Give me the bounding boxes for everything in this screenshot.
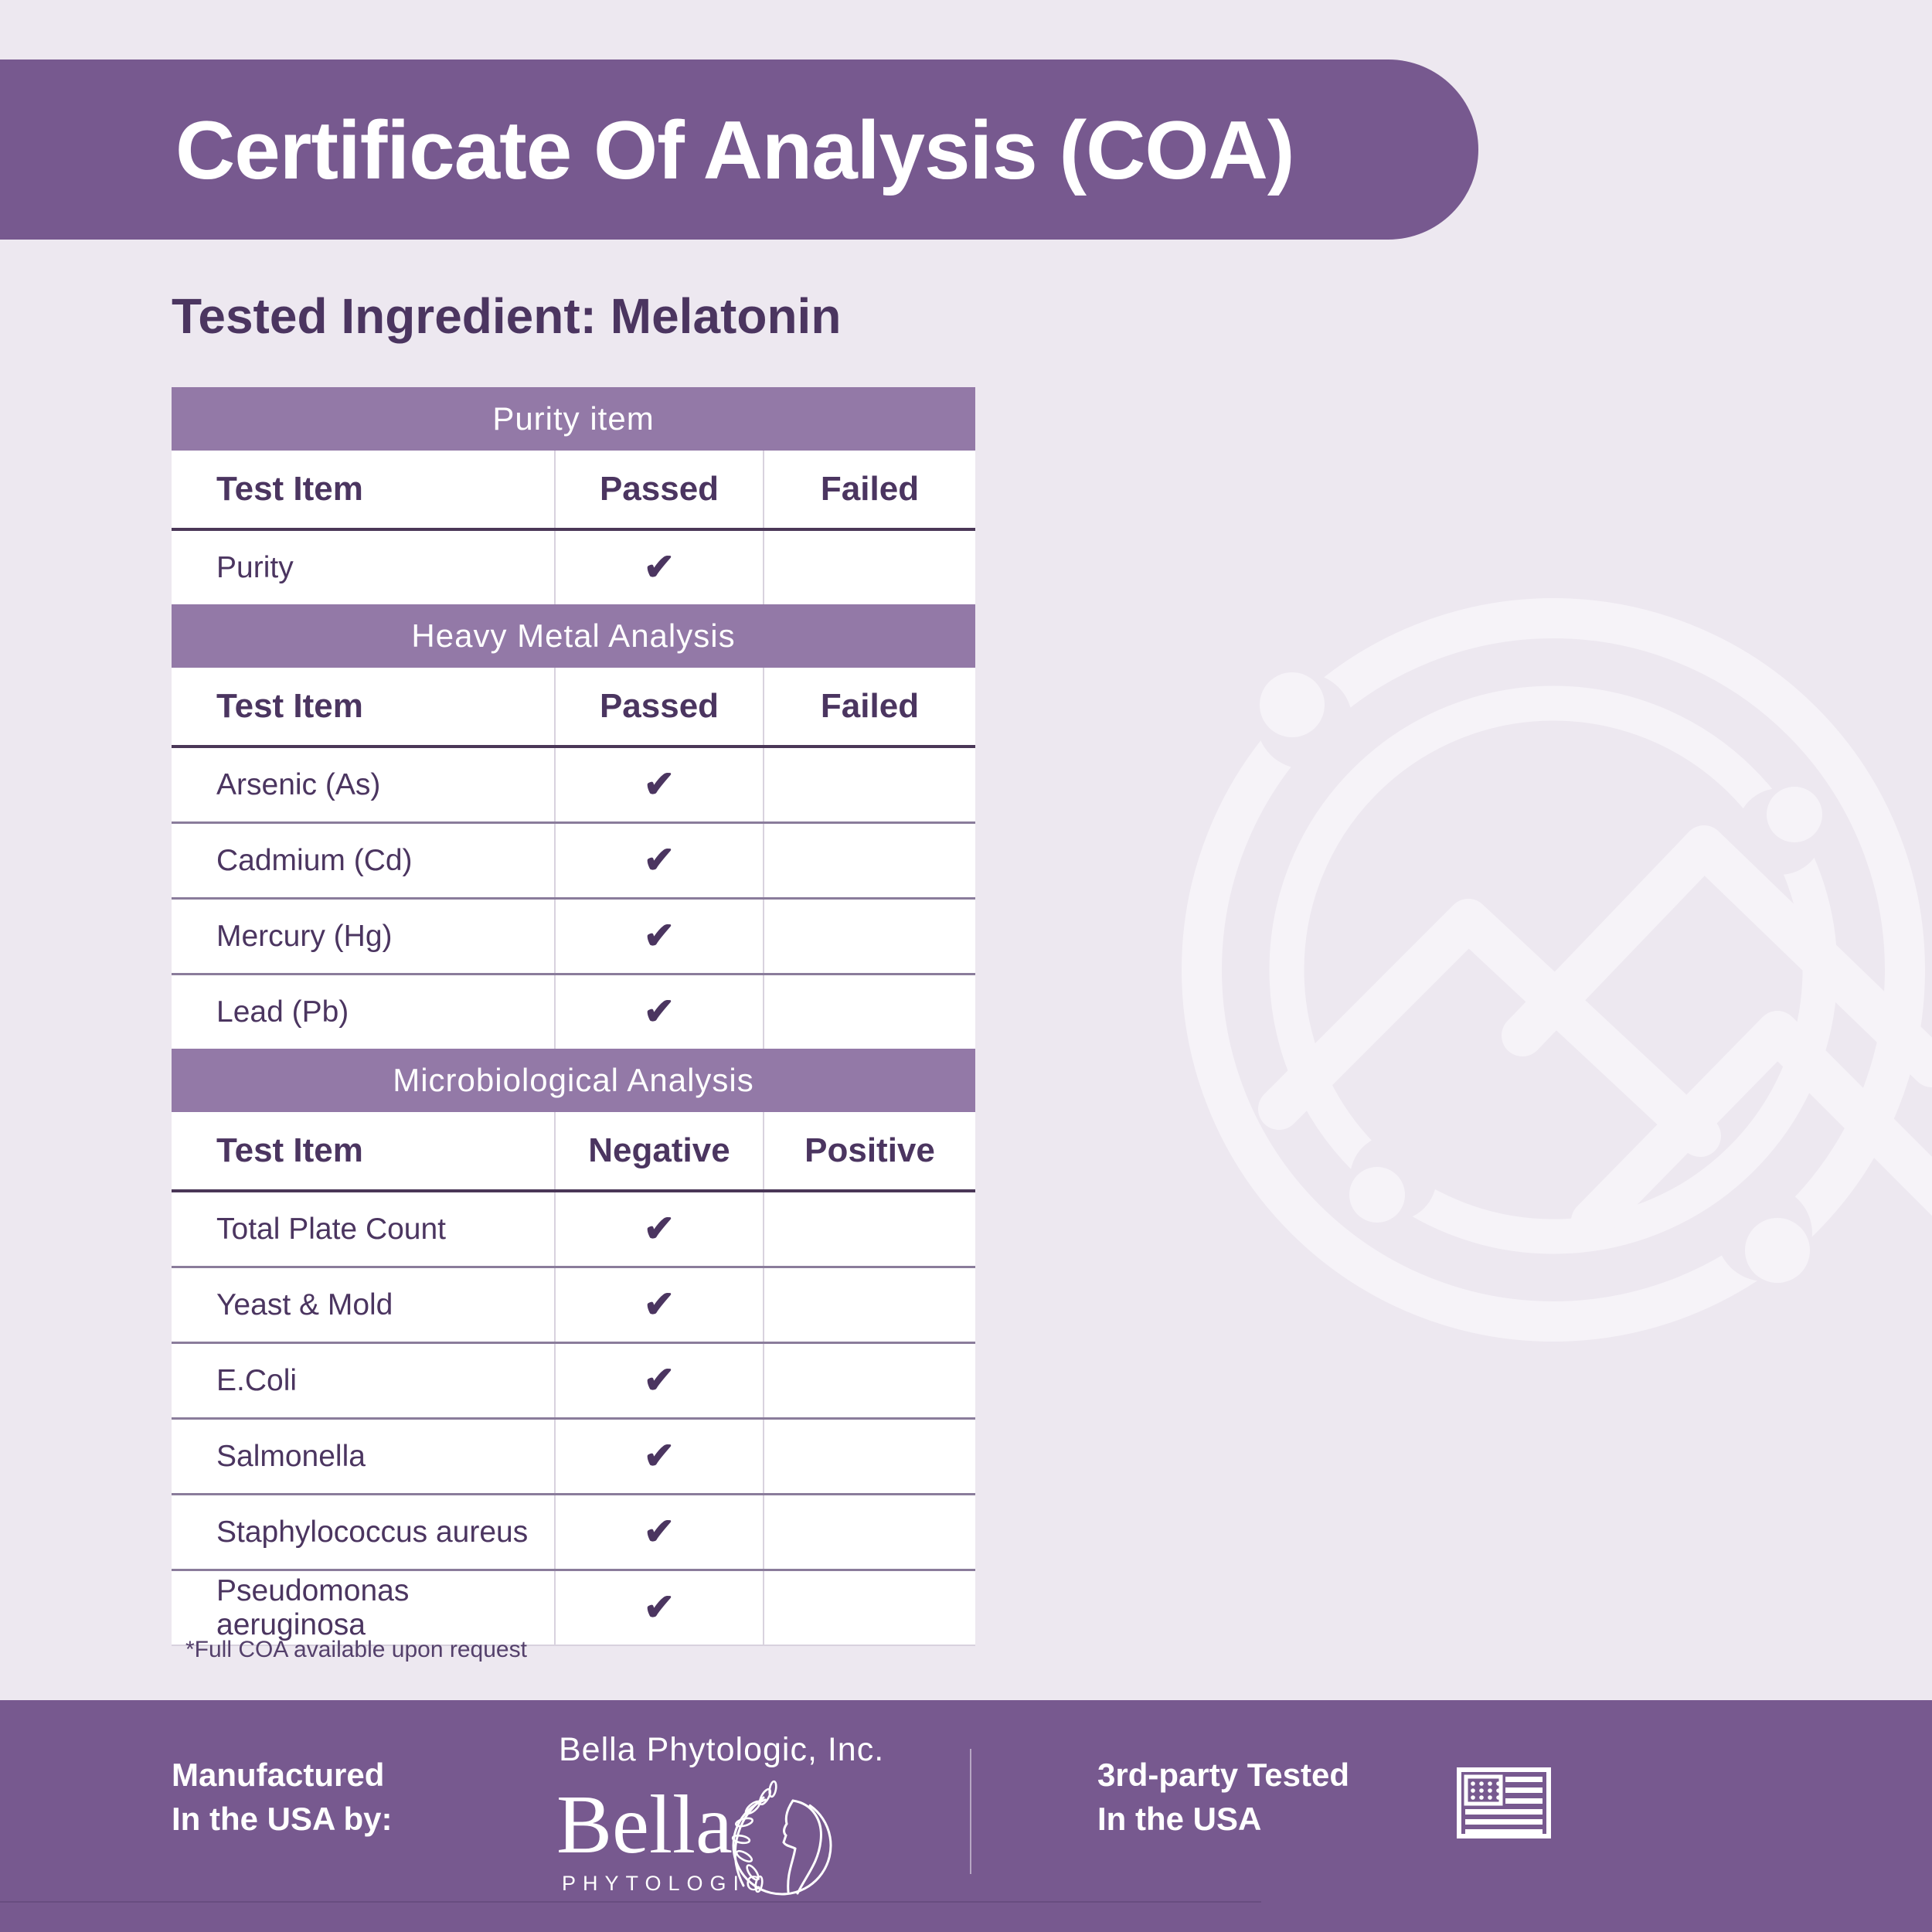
- table-row: Lead (Pb) ✔: [172, 975, 975, 1049]
- test-item-label: Yeast & Mold: [172, 1268, 556, 1342]
- test-item-label: E.Coli: [172, 1344, 556, 1417]
- watermark-dot: [1745, 1218, 1810, 1283]
- header-banner: Certificate Of Analysis (COA): [0, 60, 1478, 240]
- table-row: Staphylococcus aureus ✔: [172, 1495, 975, 1571]
- phytologic-wordmark: PHYTOLOGIC: [562, 1872, 768, 1895]
- coa-table: Purity item Test Item Passed Failed Puri…: [172, 387, 975, 1646]
- test-item-label: Salmonella: [172, 1420, 556, 1493]
- checkmark-icon: ✔: [643, 1511, 675, 1553]
- result-negative-cell: ✔: [556, 1420, 764, 1493]
- brand-watermark: [1182, 598, 1932, 1342]
- col-test-item: Test Item: [172, 451, 556, 528]
- result-negative-cell: ✔: [556, 1571, 764, 1645]
- result-empty-cell: [764, 1571, 975, 1645]
- result-negative-cell: ✔: [556, 1192, 764, 1266]
- test-item-label: Staphylococcus aureus: [172, 1495, 556, 1569]
- result-empty-cell: [764, 900, 975, 973]
- test-item-label: Cadmium (Cd): [172, 824, 556, 897]
- column-header-row: Test Item Passed Failed: [172, 451, 975, 531]
- table-row: Mercury (Hg) ✔: [172, 900, 975, 975]
- col-failed: Failed: [820, 687, 920, 725]
- result-empty-cell: [764, 531, 975, 604]
- table-row: Pseudomonas aeruginosa ✔: [172, 1571, 975, 1646]
- col-negative: Negative: [556, 1112, 764, 1189]
- test-item-label: Purity: [172, 531, 556, 604]
- result-empty-cell: [764, 1268, 975, 1342]
- table-row: Purity ✔: [172, 531, 975, 604]
- result-empty-cell: [764, 748, 975, 821]
- manufactured-label: Manufactured In the USA by:: [172, 1753, 392, 1841]
- test-item-label: Mercury (Hg): [172, 900, 556, 973]
- third-party-tested-label: 3rd-party Tested In the USA: [1097, 1753, 1349, 1841]
- table-row: Total Plate Count ✔: [172, 1192, 975, 1268]
- checkmark-icon: ✔: [643, 915, 675, 957]
- checkmark-icon: ✔: [643, 546, 675, 588]
- tested-ingredient-heading: Tested Ingredient: Melatonin: [172, 288, 842, 344]
- result-negative-cell: ✔: [556, 1495, 764, 1569]
- table-row: Arsenic (As) ✔: [172, 748, 975, 824]
- checkmark-icon: ✔: [643, 1435, 675, 1477]
- result-negative-cell: ✔: [556, 1344, 764, 1417]
- checkmark-icon: ✔: [643, 991, 675, 1032]
- checkmark-icon: ✔: [643, 1359, 675, 1401]
- result-empty-cell: [764, 1192, 975, 1266]
- result-empty-cell: [764, 975, 975, 1049]
- watermark-dot: [1349, 1167, 1405, 1223]
- col-test-item: Test Item: [172, 1112, 556, 1189]
- table-row: Cadmium (Cd) ✔: [172, 824, 975, 900]
- bella-emblem-icon: [731, 1780, 832, 1896]
- result-empty-cell: [764, 1495, 975, 1569]
- test-item-label: Total Plate Count: [172, 1192, 556, 1266]
- tested-line2: In the USA: [1097, 1801, 1262, 1837]
- table-row: Yeast & Mold ✔: [172, 1268, 975, 1344]
- test-item-label: Pseudomonas aeruginosa: [172, 1571, 556, 1645]
- result-pass-cell: ✔: [556, 975, 764, 1049]
- result-empty-cell: [764, 824, 975, 897]
- checkmark-icon: ✔: [643, 1208, 675, 1250]
- section-header-microbiological: Microbiological Analysis: [172, 1049, 975, 1112]
- result-pass-cell: ✔: [556, 531, 764, 604]
- checkmark-icon: ✔: [643, 1587, 675, 1628]
- tested-line1: 3rd-party Tested: [1097, 1757, 1349, 1793]
- test-item-label: Arsenic (As): [172, 748, 556, 821]
- footer-vertical-divider: [970, 1749, 971, 1874]
- column-header-row: Test Item Passed Failed: [172, 668, 975, 748]
- col-passed: Passed: [556, 451, 764, 528]
- watermark-dot: [1767, 787, 1822, 842]
- section-header-heavy-metal: Heavy Metal Analysis: [172, 604, 975, 668]
- col-failed: Failed: [820, 470, 920, 508]
- page-title: Certificate Of Analysis (COA): [175, 103, 1295, 196]
- footer-bar: Manufactured In the USA by: Bella Phytol…: [0, 1700, 1932, 1932]
- test-item-label: Lead (Pb): [172, 975, 556, 1049]
- section-header-purity: Purity item: [172, 387, 975, 451]
- checkmark-icon: ✔: [643, 764, 675, 805]
- checkmark-icon: ✔: [643, 1284, 675, 1325]
- table-row: Salmonella ✔: [172, 1420, 975, 1495]
- manufactured-line1: Manufactured: [172, 1757, 385, 1793]
- result-pass-cell: ✔: [556, 748, 764, 821]
- result-empty-cell: [764, 1420, 975, 1493]
- footnote: *Full COA available upon request: [185, 1637, 527, 1662]
- col-passed: Passed: [556, 668, 764, 745]
- column-header-row: Test Item Negative Positive: [172, 1112, 975, 1192]
- result-pass-cell: ✔: [556, 824, 764, 897]
- col-test-item: Test Item: [172, 668, 556, 745]
- footer-divider-line: [0, 1901, 1261, 1903]
- col-positive: Positive: [804, 1131, 935, 1169]
- result-pass-cell: ✔: [556, 900, 764, 973]
- watermark-dot: [1260, 672, 1325, 737]
- bella-wordmark: Bella: [556, 1779, 733, 1871]
- result-empty-cell: [764, 1344, 975, 1417]
- checkmark-icon: ✔: [643, 839, 675, 881]
- usa-flag-icon: [1457, 1767, 1551, 1838]
- mountain-mark: [1258, 825, 1932, 1242]
- company-name: Bella Phytologic, Inc.: [559, 1731, 885, 1768]
- result-negative-cell: ✔: [556, 1268, 764, 1342]
- table-row: E.Coli ✔: [172, 1344, 975, 1420]
- manufactured-line2: In the USA by:: [172, 1801, 393, 1837]
